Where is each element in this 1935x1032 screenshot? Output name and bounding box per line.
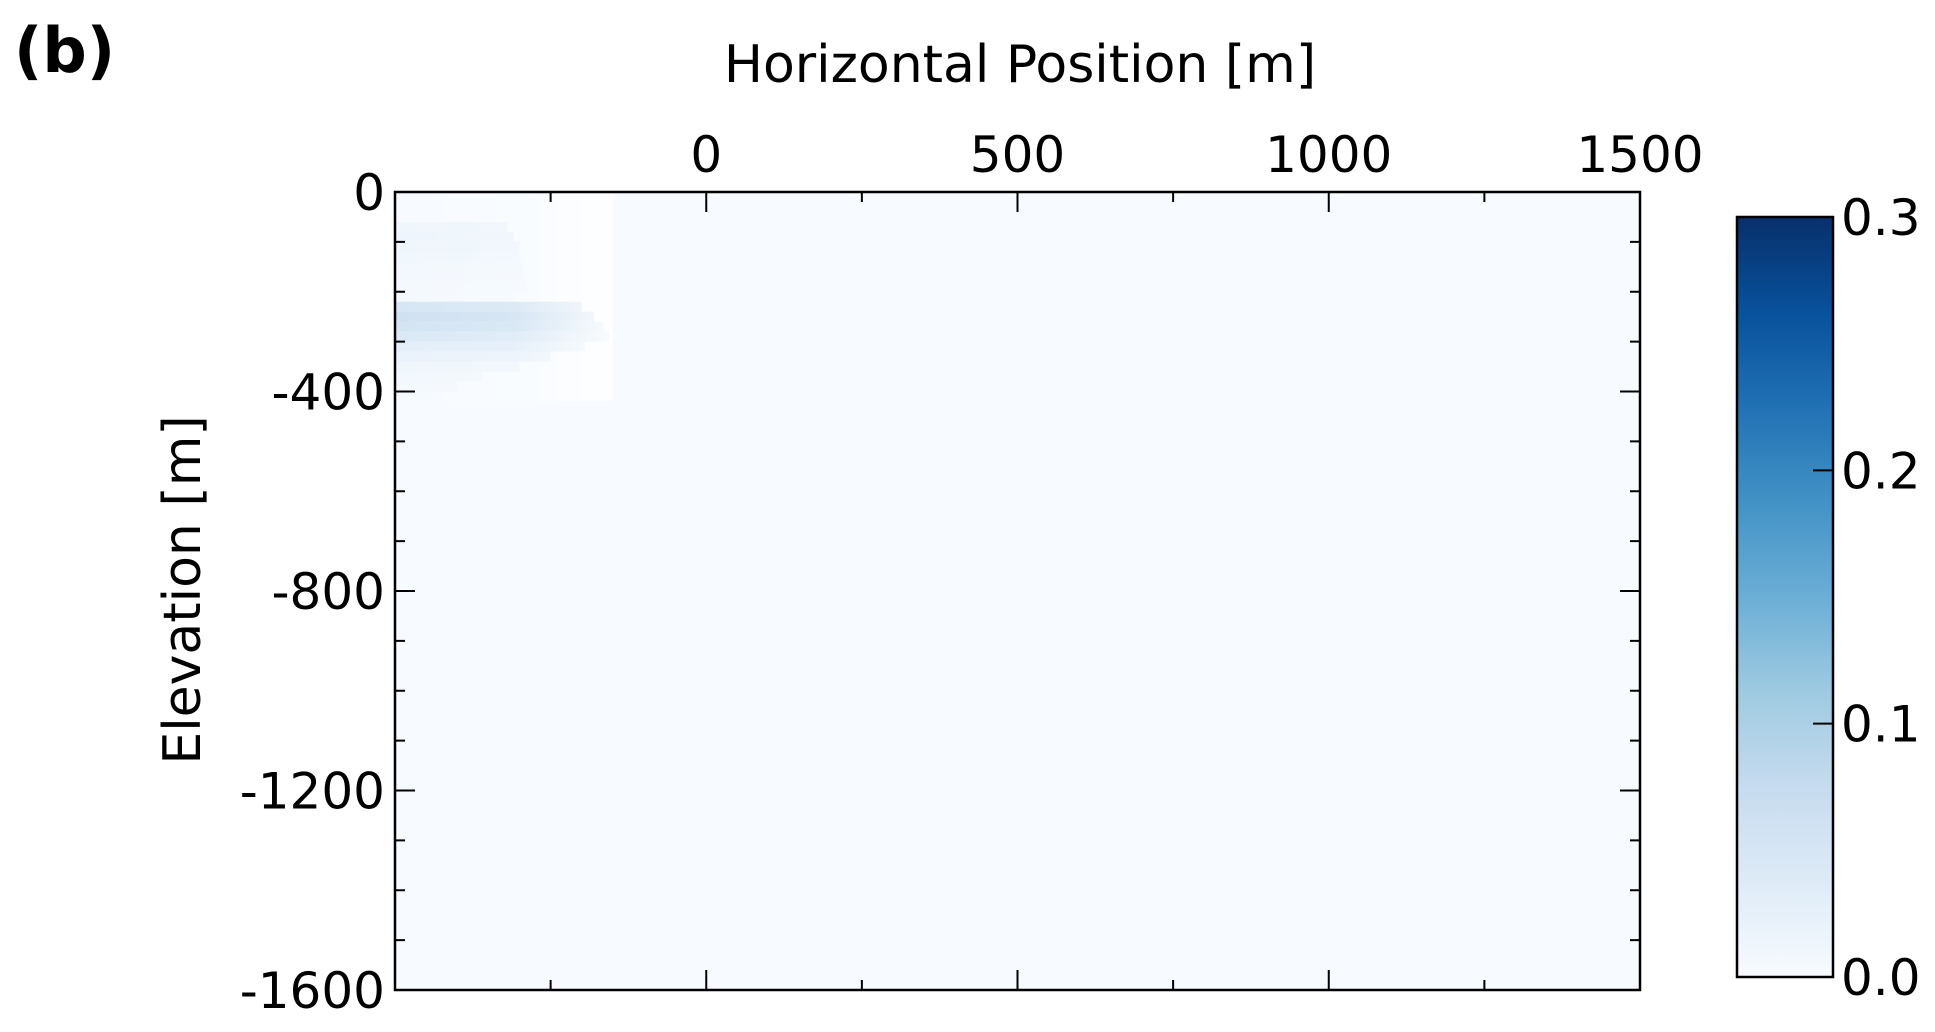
y-tick-label: -400 [272, 364, 385, 422]
colorbar-tick-label: 0.0 [1841, 949, 1921, 1007]
heatmap-fade-overlay [395, 192, 613, 402]
colorbar-tick-label: 0.3 [1841, 189, 1921, 247]
x-tick-label: 0 [690, 126, 722, 184]
y-tick-label: -1600 [240, 962, 385, 1020]
y-tick-label: -800 [272, 563, 385, 621]
y-tick-label: -1200 [240, 763, 385, 821]
x-axis-ticks: 0 500 1000 1500 [549, 126, 1704, 990]
colorbar-tick-label: 0.2 [1841, 442, 1921, 500]
colorbar-gradient [1735, 215, 1835, 979]
x-tick-label: 1000 [1265, 126, 1392, 184]
x-axis-label: Horizontal Position [m] [724, 35, 1316, 95]
y-tick-label: 0 [353, 164, 385, 222]
colorbar: 0.0 0.1 0.2 0.3 [1735, 189, 1921, 1007]
y-axis-label: Elevation [m] [153, 415, 213, 764]
x-tick-label: 1500 [1576, 126, 1703, 184]
panel-label: (b) [14, 14, 115, 87]
plot-area [393, 190, 1642, 992]
x-tick-label: 500 [970, 126, 1065, 184]
colorbar-tick-label: 0.1 [1841, 696, 1921, 754]
y-axis-ticks: 0 -400 -800 -1200 -1600 [240, 164, 1640, 1020]
